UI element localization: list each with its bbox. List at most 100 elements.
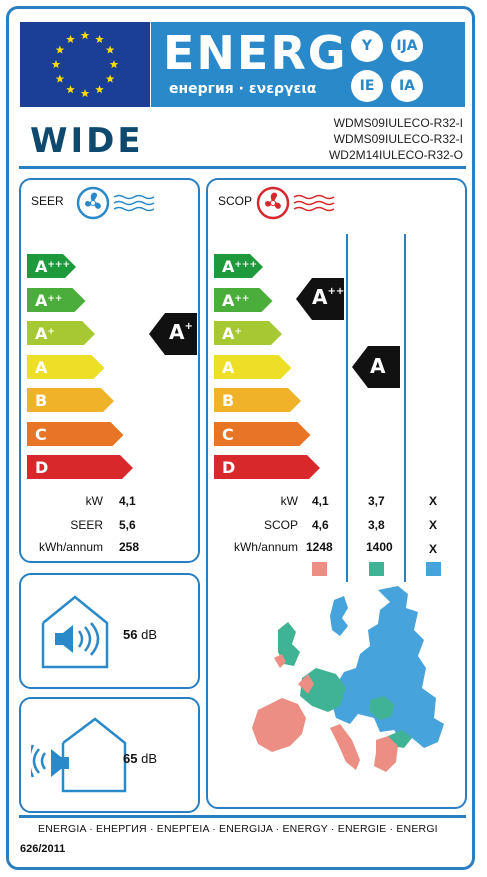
fan-snowflake-icon [76,186,155,220]
divider-top [19,166,466,169]
cooling-scale-arrow-6 [27,455,133,479]
heating-scale-arrow-label-0: A+++ [222,257,258,276]
cooling-scale-arrow-4 [27,388,114,412]
cooling-scale-arrow-label-1: A++ [35,290,63,310]
heating-scop-cold: X [429,518,438,532]
model-indoor-2: WDMS09IULECO-R32-I [333,132,463,146]
language-code-ija: IJA [391,30,423,62]
brand-name: WIDE [30,122,144,158]
language-code-ia: IA [391,70,423,102]
cooling-scale-arrow-label-3: A [35,357,48,377]
europe-climate-zone-map [252,586,444,772]
cooling-kw-value: 4,1 [119,494,136,508]
cooling-scale-arrow-label-6: D [35,458,49,477]
heating-scale-arrow-label-1: A++ [222,290,250,310]
indoor-noise-panel: 56 dB [19,573,200,689]
cooling-scale-arrow-label-5: C [35,424,47,444]
eu-star-icon [80,31,90,40]
eu-star-icon [109,60,119,69]
cooling-scale-arrow-label-0: A+++ [35,257,71,276]
eu-star-icon [51,60,61,69]
heating-scale-arrow-label-4: B [222,391,235,410]
cooling-scale-arrow-label-4: B [35,391,48,410]
average-zone-class-label: A [370,354,386,378]
divider-bottom [19,815,466,818]
outdoor-noise-panel: 65 dB [19,697,200,813]
eu-star-icon [55,74,65,83]
heating-scop-warm: 4,6 [312,518,329,532]
zone-divider-2 [404,234,406,582]
energy-header: ENERG енергия · ενεργεια Y IJA IE IA [151,22,465,107]
eu-star-icon [80,89,90,98]
label-frame [6,6,475,870]
warm-zone-class-indicator [296,278,344,320]
cooling-scale-arrow-3 [27,354,105,379]
outdoor-speaker-house-icon [31,717,127,793]
heating-scale-arrow-0 [214,254,263,278]
heating-scop-label: SCOP [263,518,298,532]
zone-divider-1 [346,234,348,582]
eu-stars-icon [51,31,119,98]
cooling-class-label: A+ [169,320,193,344]
eu-star-icon [66,85,75,94]
eu-flag [20,22,150,107]
cooling-scale-arrow-5 [27,421,124,446]
heating-scale-arrow-4 [214,388,301,412]
average-zone-class-indicator [352,346,400,388]
eu-star-icon [105,74,115,83]
heating-annual-label: kWh/annum [233,540,298,554]
heating-annual-warm: 1248 [306,540,333,554]
outdoor-noise-value: 65 dB [123,751,157,766]
indoor-speaker-house-icon [41,595,109,669]
regulation-number: 626/2011 [20,843,66,855]
cooling-class-indicator [149,313,197,355]
cooling-seer-value: 5,6 [119,518,136,532]
cooling-seer-label: SEER [70,518,103,532]
energy-languages: ENERGIA · ЕНЕРГИЯ · ΕΝΕΡΓΕΙΑ · ENERGIJA … [38,823,438,835]
cold-zone-swatch [426,562,441,576]
heating-annual-cold: X [429,542,438,556]
cooling-panel: SEER A+++ A++ A+ A B C D A+ kW 4,1 SEER 5,6 kW… [19,178,200,563]
cooling-scale-arrow-label-2: A+ [35,324,55,343]
cooling-title: SEER [31,194,64,208]
heating-annual-average: 1400 [366,540,393,554]
heating-panel: SCOP A+++ A++ A+ A B C D A++ A kW 4,1 3,7 X SC… [206,178,467,809]
heating-scale-arrow-5 [214,421,311,446]
eu-star-icon [66,34,75,44]
heating-kw-cold: X [429,494,438,508]
average-zone-swatch [369,562,384,576]
heating-scop-average: 3,8 [368,518,385,532]
eu-star-icon [95,85,104,94]
fan-heat-icon [256,186,335,220]
warm-zone-class-label: A++ [312,285,345,309]
cooling-annual-label: kWh/annum [38,540,103,554]
heating-kw-average: 3,7 [368,494,385,508]
eu-star-icon [105,45,115,54]
cooling-scale-arrow-0 [27,254,76,278]
language-code-y: Y [351,30,383,62]
heating-scale-arrow-label-2: A+ [222,324,242,343]
heating-scale-arrow-3 [214,354,292,379]
heating-scale-arrow-1 [214,287,273,312]
heating-scale-arrow-label-3: A [222,357,235,377]
heating-scale-arrow-label-5: C [222,424,234,444]
cooling-scale-arrow-1 [27,287,86,312]
model-outdoor: WD2M14IULECO-R32-O [328,148,463,162]
eu-star-icon [55,45,65,54]
language-code-ie: IE [351,70,383,102]
indoor-noise-value: 56 dB [123,627,157,642]
heating-kw-warm: 4,1 [312,494,329,508]
eu-star-icon [95,34,104,44]
energy-subtitle: енергия · ενεργεια [169,81,317,97]
energy-word: ENERG [163,26,348,80]
heating-scale-arrow-label-6: D [222,458,236,477]
brand-logo: WIDE [30,121,150,163]
heating-title: SCOP [218,194,253,208]
cooling-kw-label: kW [85,494,103,508]
heating-kw-label: kW [280,494,298,508]
model-indoor-1: WDMS09IULECO-R32-I [333,116,463,130]
cooling-annual-value: 258 [119,540,140,554]
cooling-scale-arrow-2 [27,321,95,345]
heating-scale-arrow-6 [214,455,320,479]
heating-scale-arrow-2 [214,321,282,345]
